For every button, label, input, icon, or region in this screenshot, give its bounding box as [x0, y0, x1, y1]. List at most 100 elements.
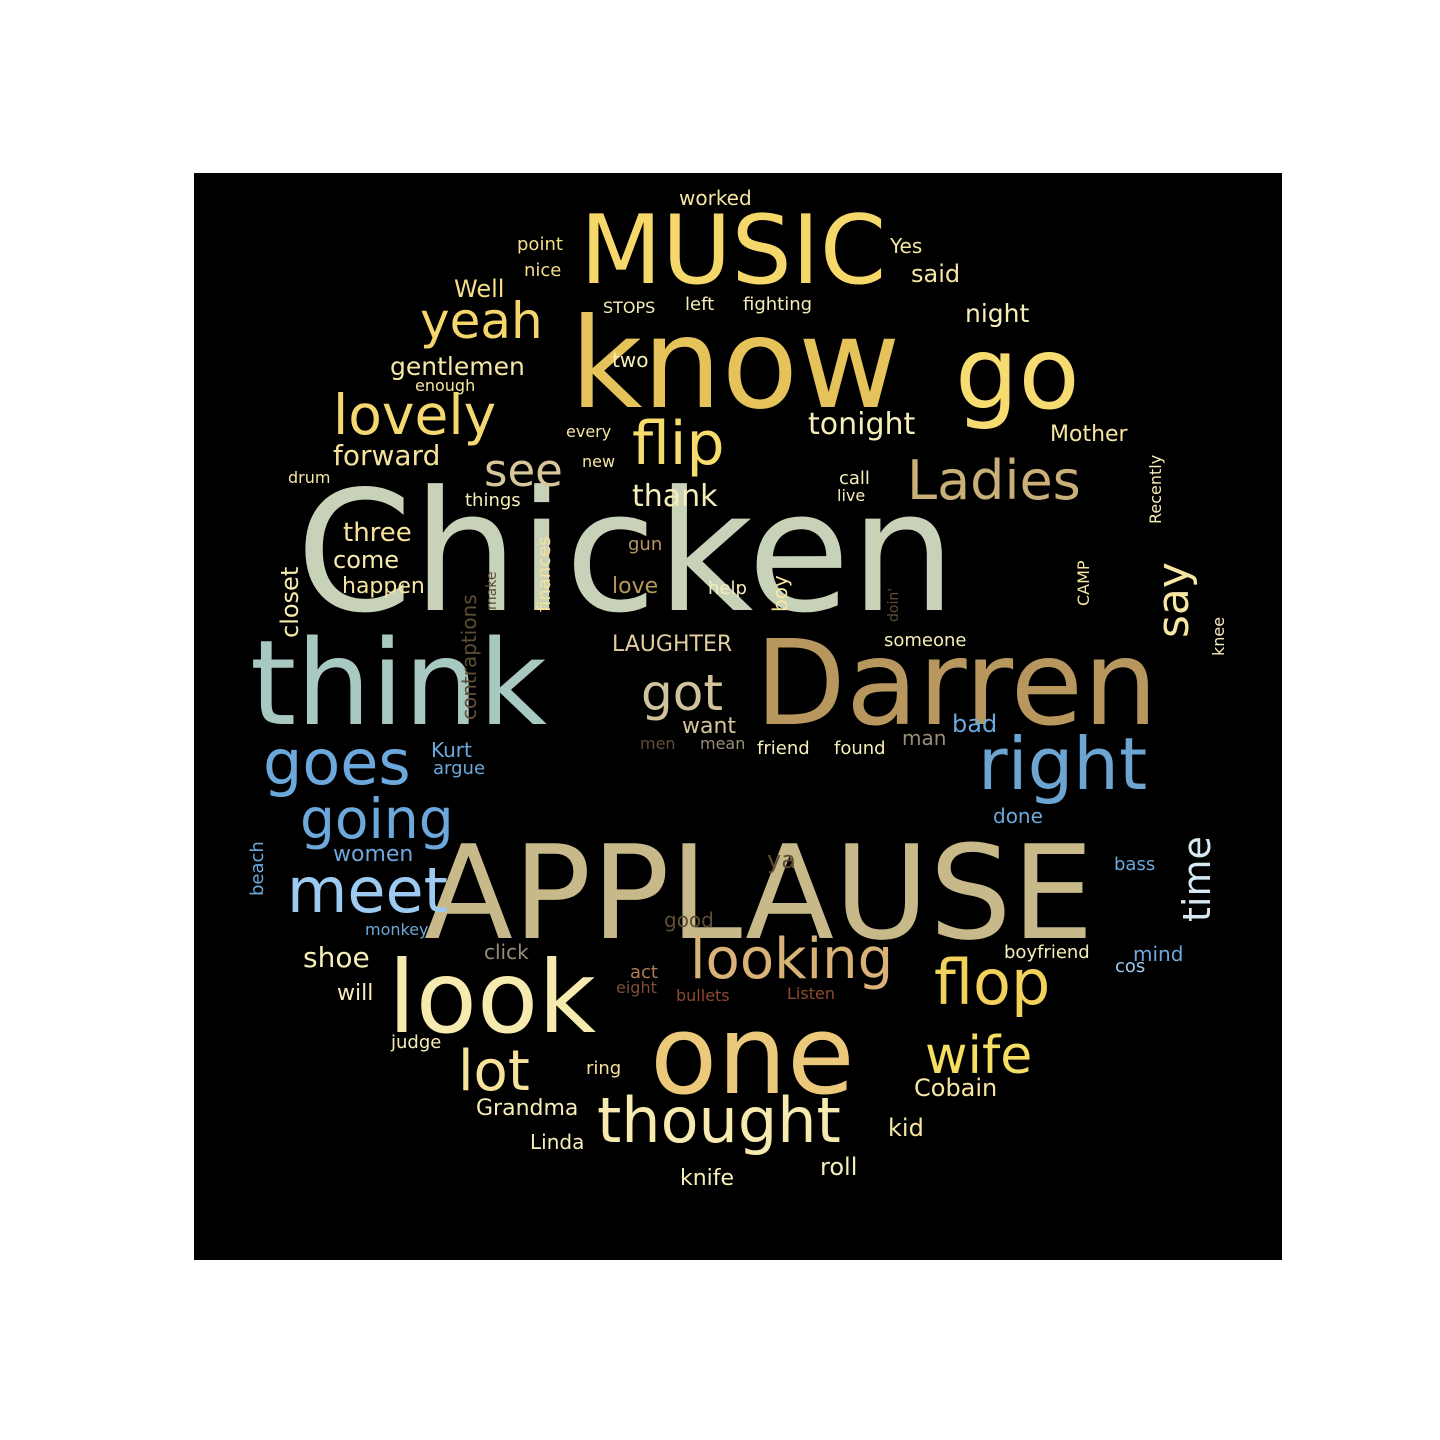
word-worked: worked: [679, 186, 752, 210]
word-found: found: [834, 738, 886, 759]
word-thank: thank: [632, 479, 718, 514]
word-live: live: [837, 486, 866, 505]
word-nice: nice: [524, 260, 562, 281]
word-roll: roll: [820, 1153, 858, 1181]
word-happen: happen: [342, 574, 425, 599]
word-knee: knee: [1209, 616, 1228, 656]
word-stops: STOPS: [603, 298, 656, 317]
word-contraptions: contraptions: [457, 594, 481, 720]
word-argue: argue: [433, 758, 486, 779]
word-got: got: [641, 664, 723, 722]
word-man: man: [902, 726, 947, 750]
word-doin-: doin': [886, 587, 902, 622]
word-act: act: [630, 962, 658, 983]
word-bullets: bullets: [676, 986, 730, 1005]
word-point: point: [517, 234, 563, 255]
word-tonight: tonight: [808, 407, 916, 442]
word-meet: meet: [287, 854, 448, 927]
word-women: women: [333, 842, 414, 867]
word-friend: friend: [757, 738, 810, 759]
word-goes: goes: [263, 726, 411, 799]
word-eight: eight: [616, 978, 657, 997]
word-one: one: [650, 991, 855, 1119]
word-left: left: [685, 294, 715, 315]
word-bad: bad: [952, 710, 998, 738]
word-help: help: [708, 578, 747, 599]
word-mind: mind: [1133, 942, 1184, 966]
word-beach: beach: [247, 841, 268, 896]
word-kid: kid: [888, 1114, 924, 1142]
word-call: call: [839, 468, 870, 489]
word-look: look: [388, 939, 597, 1056]
word-want: want: [682, 714, 737, 739]
word-say: say: [1148, 562, 1199, 638]
word-thought: thought: [597, 1084, 841, 1157]
word-flop: flop: [934, 946, 1051, 1019]
word-will: will: [337, 981, 374, 1006]
word-gentlemen: gentlemen: [390, 352, 525, 381]
word-boyfriend: boyfriend: [1004, 942, 1090, 963]
word-good: good: [664, 908, 714, 932]
word-kurt: Kurt: [431, 738, 472, 762]
word-know: know: [570, 292, 901, 437]
word-men: men: [640, 734, 676, 753]
word-flip: flip: [632, 409, 725, 479]
word-finances: finances: [534, 536, 555, 612]
word-well: Well: [454, 275, 505, 303]
word-make: make: [484, 571, 500, 610]
word-cloud: Chicken APPLAUSE know Darren think one MUSIC lo…: [194, 173, 1282, 1260]
word-knife: knife: [680, 1166, 735, 1191]
word-linda: Linda: [530, 1130, 585, 1154]
word-see: see: [484, 444, 563, 497]
word-said: said: [911, 260, 961, 288]
word-bass: bass: [1114, 854, 1156, 875]
word-right: right: [978, 722, 1148, 806]
word-mean: mean: [700, 734, 746, 753]
word-judge: judge: [391, 1032, 442, 1053]
word-night: night: [965, 299, 1030, 328]
word-click: click: [484, 940, 529, 964]
word-recently: Recently: [1146, 454, 1165, 524]
word-gun: gun: [628, 534, 663, 555]
word-cobain: Cobain: [914, 1074, 998, 1102]
word-closet: closet: [276, 566, 304, 638]
word-monkey: monkey: [365, 920, 429, 939]
word-lovely: lovely: [333, 383, 497, 447]
word-fighting: fighting: [743, 294, 813, 315]
word-drum: drum: [288, 468, 331, 487]
word-yeah: yeah: [420, 292, 543, 350]
word-cos: cos: [1115, 956, 1146, 977]
word-grandma: Grandma: [476, 1096, 579, 1121]
word-time: time: [1175, 836, 1219, 922]
word-camp: CAMP: [1074, 560, 1093, 606]
word-ya: ya: [767, 846, 796, 874]
word-every: every: [566, 422, 612, 441]
word-ring: ring: [586, 1058, 622, 1079]
word-ladies: Ladies: [907, 449, 1081, 512]
word-going: going: [300, 787, 454, 851]
word-darren: Darren: [755, 614, 1158, 752]
word-things: things: [465, 490, 521, 511]
word-new: new: [582, 452, 616, 471]
word-shoe: shoe: [303, 941, 370, 974]
word-love: love: [612, 574, 659, 599]
word-looking: looking: [690, 927, 894, 992]
word-boy: boy: [768, 575, 792, 612]
word-enough: enough: [415, 376, 476, 395]
word-applause: APPLAUSE: [424, 817, 1094, 969]
word-come: come: [333, 546, 400, 574]
word-someone: someone: [884, 630, 967, 651]
word-wife: wife: [925, 1026, 1033, 1086]
word-think: think: [250, 614, 547, 752]
word-music: MUSIC: [580, 196, 887, 306]
word-three: three: [343, 518, 412, 548]
word-lot: lot: [458, 1039, 530, 1104]
word-forward: forward: [333, 439, 441, 472]
word-listen: Listen: [787, 984, 835, 1003]
word-mother: Mother: [1050, 422, 1128, 447]
word-done: done: [993, 804, 1043, 828]
word-go: go: [955, 315, 1080, 432]
word-yes: Yes: [890, 234, 923, 258]
word-chicken: Chicken: [296, 456, 957, 650]
word-laughter: LAUGHTER: [612, 632, 733, 657]
